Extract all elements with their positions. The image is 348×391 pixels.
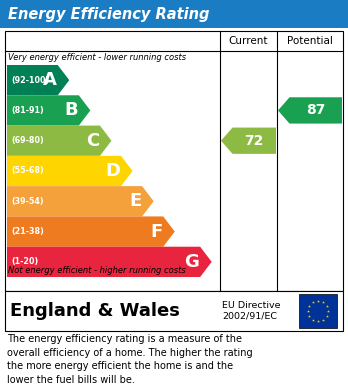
Text: Not energy efficient - higher running costs: Not energy efficient - higher running co… [8, 266, 186, 275]
Text: Potential: Potential [287, 36, 333, 46]
Text: (21-38): (21-38) [11, 227, 44, 236]
Text: G: G [184, 253, 199, 271]
Text: (1-20): (1-20) [11, 257, 38, 266]
Polygon shape [278, 97, 342, 124]
Text: (55-68): (55-68) [11, 167, 44, 176]
Polygon shape [7, 217, 175, 247]
Bar [299, 294, 337, 328]
Text: B: B [64, 101, 78, 119]
Polygon shape [7, 156, 133, 186]
Text: A: A [43, 71, 57, 89]
Polygon shape [7, 247, 212, 277]
Text: Current: Current [229, 36, 268, 46]
Text: F: F [150, 222, 162, 240]
Text: The energy efficiency rating is a measure of the
overall efficiency of a home. T: The energy efficiency rating is a measur… [7, 334, 253, 385]
Text: E: E [129, 192, 141, 210]
Polygon shape [7, 186, 154, 217]
Polygon shape [221, 127, 276, 154]
Text: (39-54): (39-54) [11, 197, 44, 206]
Bar [5, 31, 343, 291]
Text: 72: 72 [245, 134, 264, 148]
Bar [0, 0, 348, 28]
Text: Very energy efficient - lower running costs: Very energy efficient - lower running co… [8, 53, 186, 62]
Text: 87: 87 [306, 104, 325, 117]
Text: (81-91): (81-91) [11, 106, 44, 115]
Text: England & Wales: England & Wales [10, 302, 180, 320]
Text: (92-100): (92-100) [11, 75, 49, 84]
Text: (69-80): (69-80) [11, 136, 44, 145]
Text: 2002/91/EC: 2002/91/EC [222, 312, 277, 321]
Text: EU Directive: EU Directive [222, 301, 280, 310]
Text: D: D [105, 162, 120, 180]
Polygon shape [7, 126, 111, 156]
Bar [5, 291, 343, 331]
Polygon shape [7, 95, 90, 126]
Text: C: C [86, 132, 99, 150]
Polygon shape [7, 65, 69, 95]
Text: Energy Efficiency Rating: Energy Efficiency Rating [8, 7, 209, 22]
